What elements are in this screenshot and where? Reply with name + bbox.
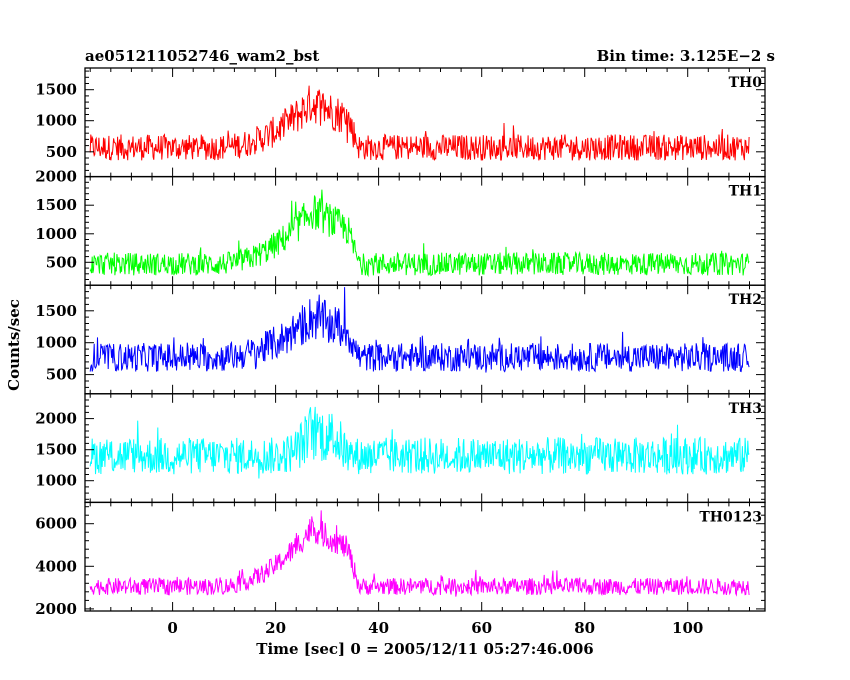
- x-tick-label: 100: [672, 619, 703, 637]
- y-tick-label-th3: 1500: [35, 441, 77, 459]
- light-curve-th0: [89, 85, 750, 161]
- x-tick-label: 60: [471, 619, 492, 637]
- light-curve-th2: [89, 287, 750, 373]
- panel-th2: 500 1000 1500 TH2: [35, 284, 766, 395]
- y-tick-label-th0: 500: [46, 143, 77, 161]
- panel-frame-th0: [84, 67, 766, 178]
- panel-th1: 500 1000 1500 2000 TH1: [35, 168, 766, 286]
- panel-frame-th1: [84, 175, 766, 286]
- panel-frame-th0123: [84, 501, 766, 612]
- panel-frame-th2: [84, 284, 766, 395]
- y-tick-label-th3: 1000: [35, 472, 77, 490]
- y-tick-label-th3: 2000: [35, 410, 77, 428]
- panel-th3: 1000 1500 2000 TH3: [35, 393, 766, 504]
- light-curve-th3: [89, 406, 750, 479]
- y-tick-label-th1: 500: [46, 253, 77, 271]
- panel-name-label: TH1: [729, 184, 762, 200]
- panel-name-label: TH0123: [699, 509, 762, 525]
- y-tick-label-th0: 1500: [35, 81, 77, 99]
- y-tick-label-th0: 1000: [35, 112, 77, 130]
- x-tick-label: 40: [368, 619, 389, 637]
- y-tick-label-th0123: 4000: [35, 557, 77, 575]
- panel-name-label: TH3: [729, 401, 762, 417]
- y-tick-label-th2: 500: [46, 366, 77, 384]
- y-tick-label-th2: 1000: [35, 334, 77, 352]
- light-curve-th0123: [89, 510, 750, 597]
- y-tick-label-th0123: 2000: [35, 600, 77, 618]
- y-tick-label-th1: 1500: [35, 196, 77, 214]
- x-tick-label: 80: [574, 619, 595, 637]
- panel-name-label: TH2: [729, 292, 762, 308]
- panel-name-label: TH0: [729, 75, 763, 91]
- panel-th0: 500 1000 1500 TH0: [35, 67, 766, 178]
- x-axis-title: Time [sec] 0 = 2005/12/11 05:27:46.006: [256, 640, 593, 658]
- y-tick-label-th1: 1000: [35, 225, 77, 243]
- y-tick-label-th2: 1500: [35, 302, 77, 320]
- x-tick-label: 20: [265, 619, 286, 637]
- y-axis-title: Counts/sec: [5, 299, 23, 391]
- panel-th0123: 2000 4000 6000 TH0123: [35, 501, 766, 618]
- bin-time-label: Bin time: 3.125E−2 s: [597, 47, 775, 65]
- y-tick-label-th1: 2000: [35, 168, 77, 186]
- y-tick-label-th0123: 6000: [35, 515, 77, 533]
- x-tick-label: 0: [167, 619, 177, 637]
- chart-title-left: ae051211052746_wam2_bst: [85, 47, 319, 65]
- light-curve-th1: [89, 189, 750, 278]
